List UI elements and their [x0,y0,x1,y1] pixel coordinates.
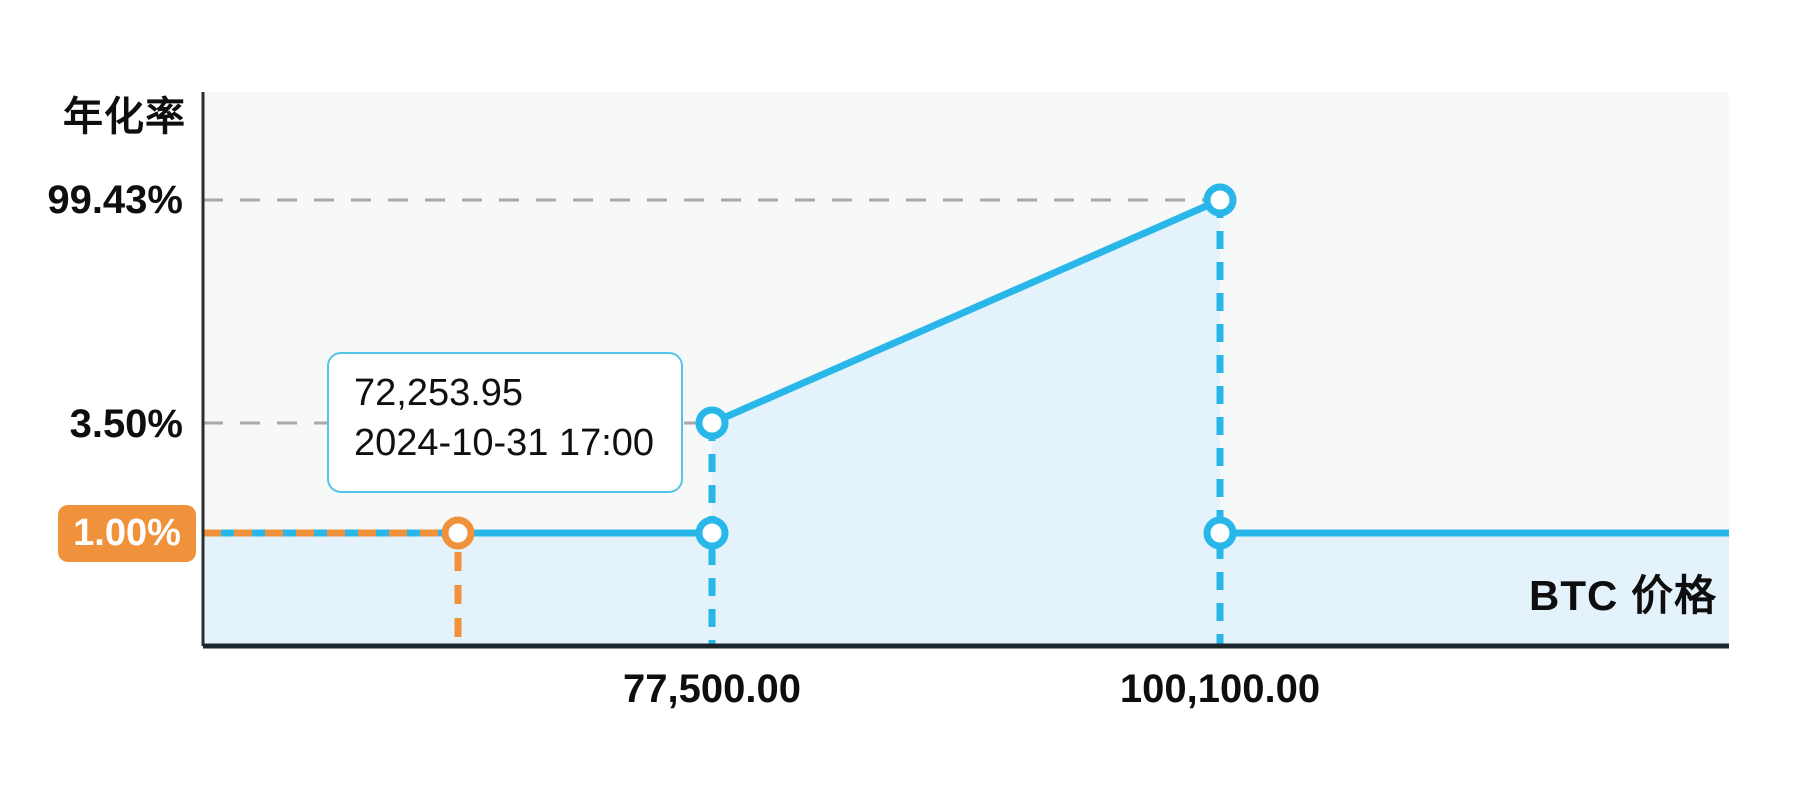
y-tick-1-00-badge: 1.00% [58,505,196,562]
y-axis-title: 年化率 [63,95,186,139]
x-tick-100100: 100,100.00 [1119,667,1321,711]
payoff-segment-rising [710,196,1222,427]
y-tick-3-50: 3.50% [69,402,183,446]
lower-strike-low-point[interactable] [695,516,729,550]
x-axis-title: BTC 价格 [1529,572,1717,619]
lower-strike-high-point[interactable] [695,406,729,440]
upper-strike-peak-point[interactable] [1203,183,1237,217]
y-tick-99-43: 99.43% [47,178,183,222]
tooltip-datetime: 2024-10-31 17:00 [354,422,655,464]
current-price-point[interactable] [441,516,475,550]
x-tick-77500: 77,500.00 [623,667,801,711]
upper-strike-low-point[interactable] [1203,516,1237,550]
tooltip-price: 72,253.95 [354,372,524,414]
current-price-tooltip: 72,253.95 2024-10-31 17:00 [327,352,683,493]
